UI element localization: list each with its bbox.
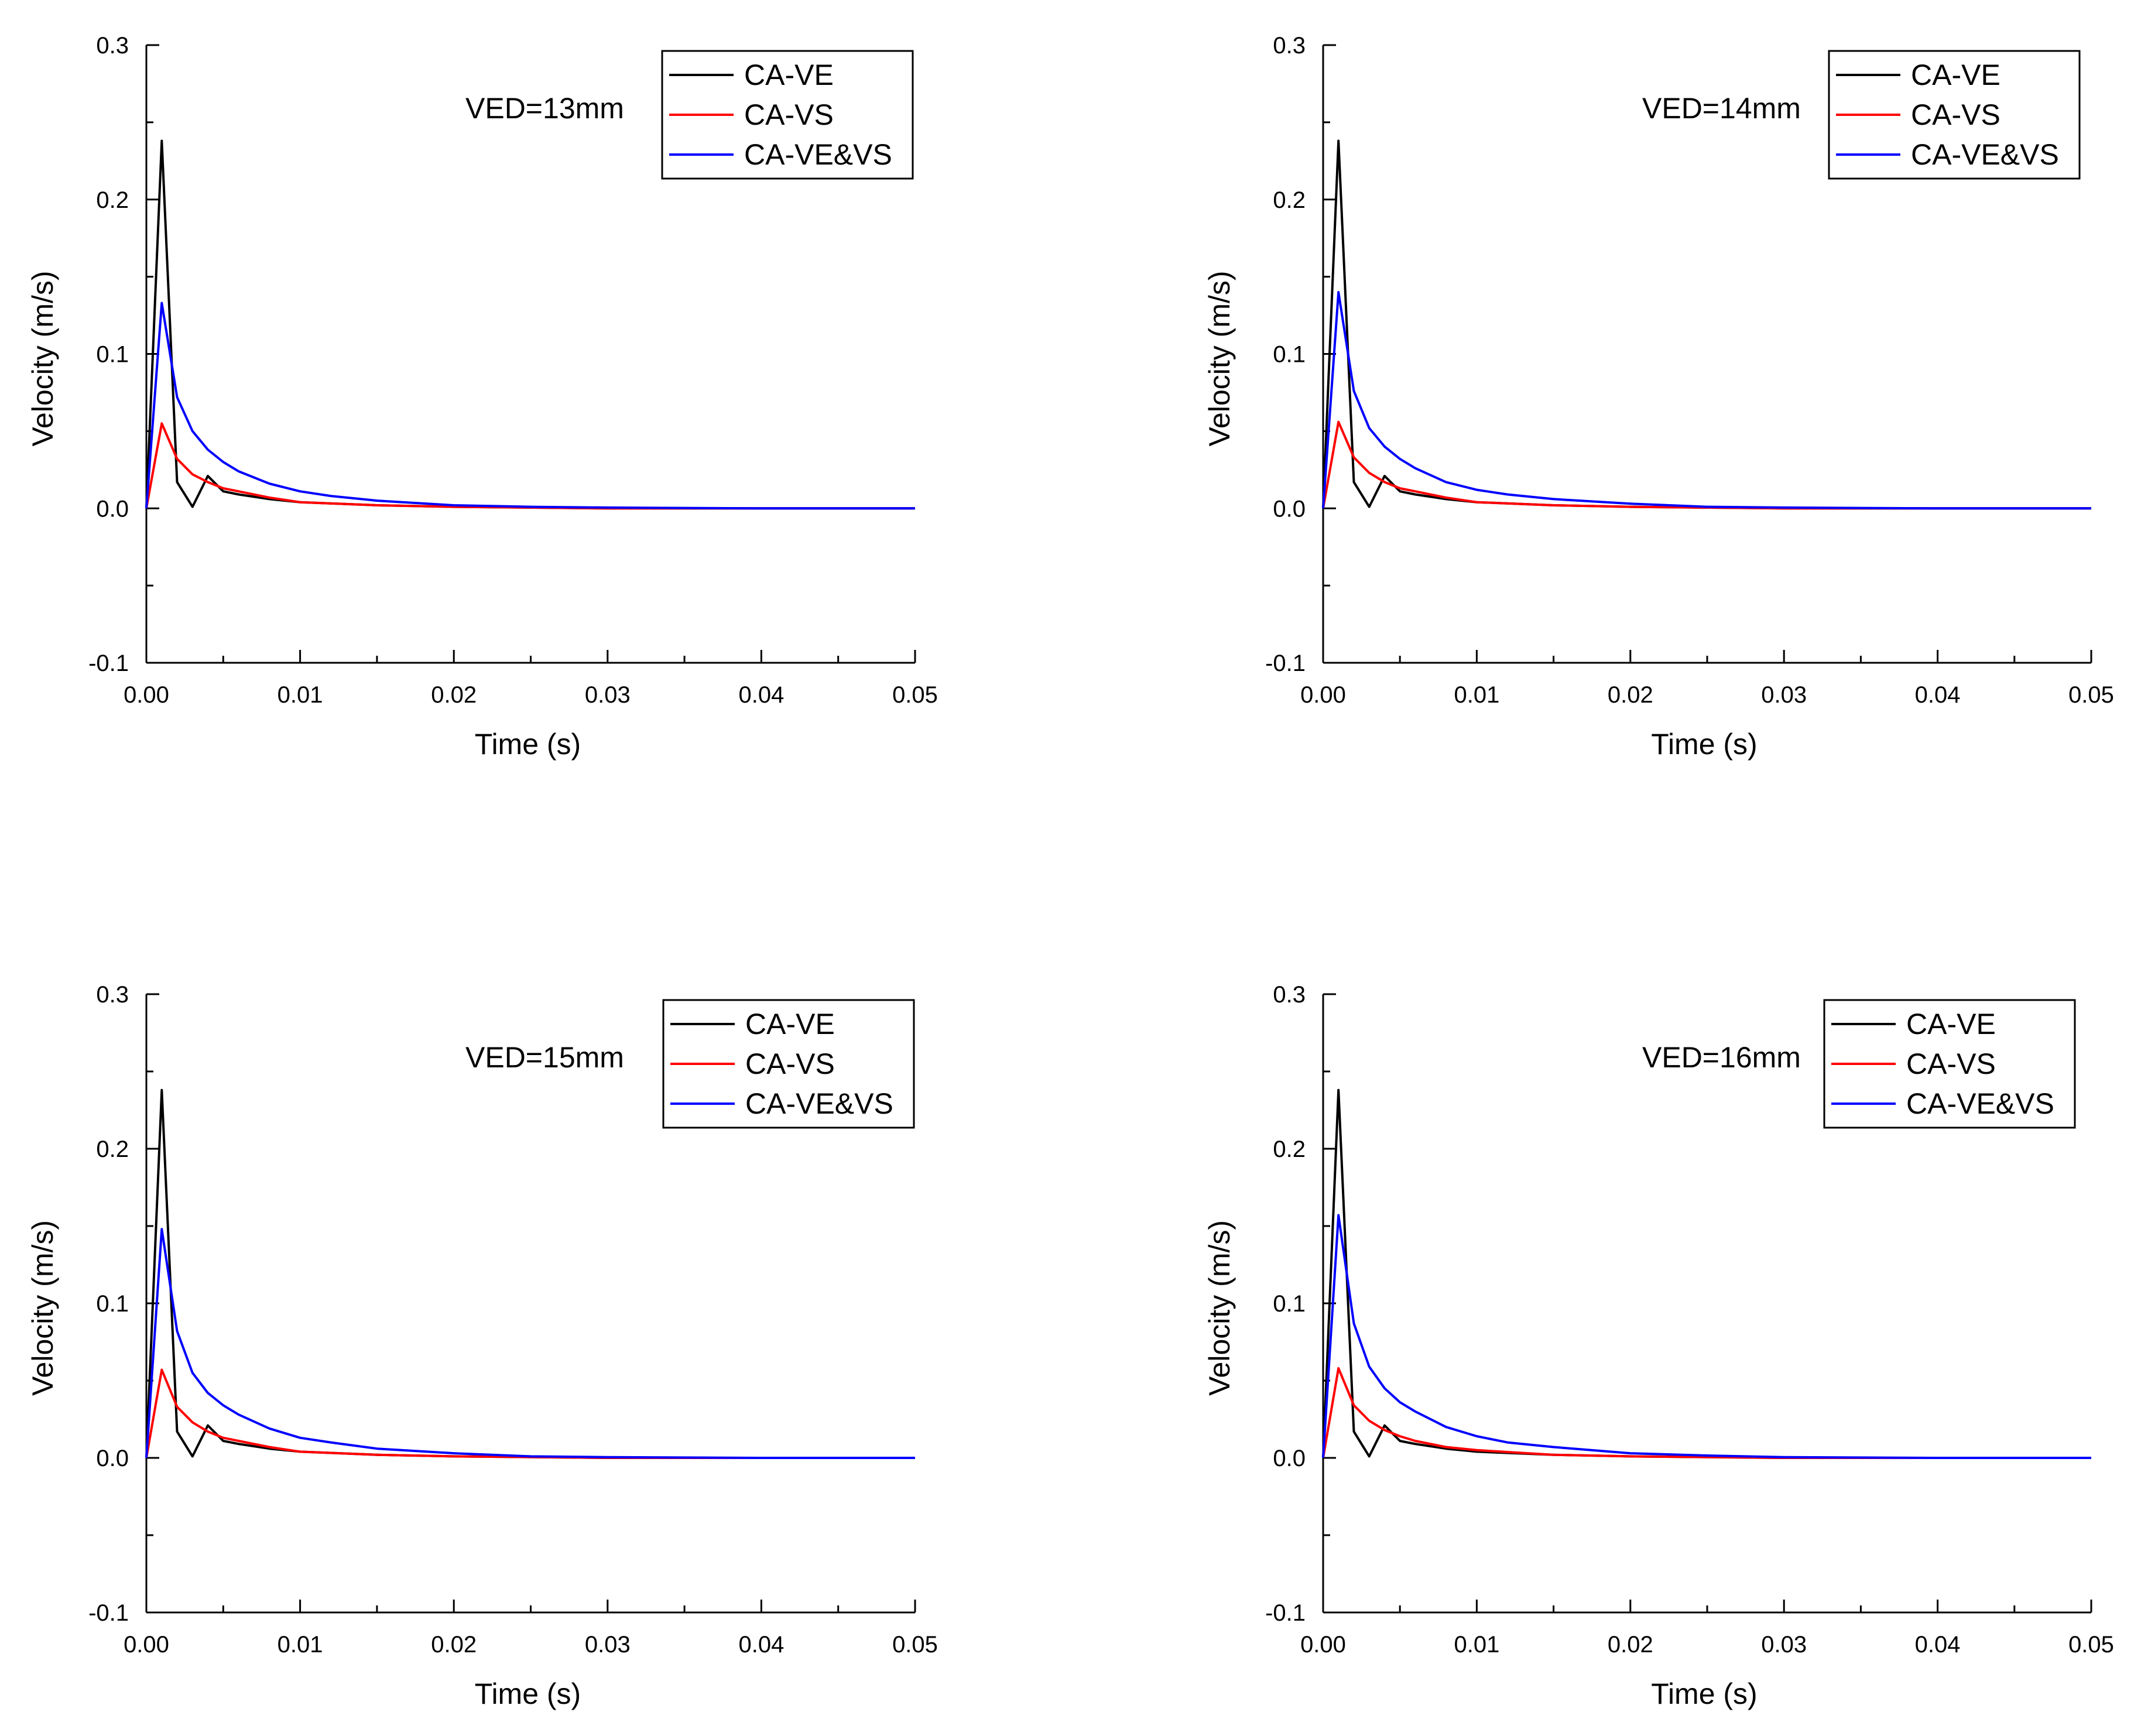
legend-label: CA-VE&VS <box>745 1087 893 1120</box>
legend-label: CA-VE <box>744 59 834 91</box>
x-tick-label: 0.02 <box>431 1632 477 1658</box>
ved-annotation: VED=16mm <box>1642 1041 1801 1074</box>
y-tick-label: 0.0 <box>96 496 129 522</box>
y-tick-label: 0.1 <box>1273 342 1306 368</box>
series-line-ca-vs <box>1322 420 2091 510</box>
legend: CA-VE CA-VS CA-VE&VS <box>662 999 915 1129</box>
chart-panel-4: 0.00 0.01 0.02 0.03 0.04 0.05 -0.1 0.0 0.1 0.2 0.3… <box>1203 982 2114 1710</box>
series-line-ca-ve <box>145 1088 915 1459</box>
x-tick-label: 0.05 <box>2068 1632 2114 1658</box>
legend: CA-VE CA-VS CA-VE&VS <box>661 50 914 180</box>
y-axis-title: Velocity (m/s) <box>1203 270 1236 446</box>
x-tick-label: 0.05 <box>2068 682 2114 708</box>
x-tick-label: 0.01 <box>278 682 323 708</box>
x-tick-label: 0.02 <box>1608 1632 1653 1658</box>
x-axis-title: Time (s) <box>475 1677 581 1710</box>
y-tick-label: 0.1 <box>96 342 129 368</box>
x-axis-title: Time (s) <box>475 728 581 761</box>
y-tick-label: 0.0 <box>96 1446 129 1471</box>
legend-label: CA-VE <box>1911 59 2000 91</box>
y-tick-label: 0.0 <box>1273 1446 1306 1471</box>
x-tick-label: 0.04 <box>1915 1632 1961 1658</box>
legend-label: CA-VS <box>745 1047 835 1080</box>
legend-label: CA-VE&VS <box>744 138 892 171</box>
y-tick-label: -0.1 <box>1265 650 1306 676</box>
series-line-ca-ve-vs <box>145 1228 915 1459</box>
y-tick-label: -0.1 <box>88 650 129 676</box>
ved-annotation: VED=15mm <box>465 1041 624 1074</box>
legend: CA-VE CA-VS CA-VE&VS <box>1828 50 2081 180</box>
series-line-ca-ve <box>1322 1088 2091 1459</box>
y-tick-label: -0.1 <box>1265 1600 1306 1626</box>
y-tick-label: 0.1 <box>1273 1291 1306 1317</box>
y-axis-title: Velocity (m/s) <box>26 270 59 446</box>
legend-label: CA-VE <box>1906 1008 1996 1040</box>
x-tick-label: 0.00 <box>1300 682 1346 708</box>
series-line-ca-ve-vs <box>1322 1214 2091 1459</box>
chart-panel-1: 0.00 0.01 0.02 0.03 0.04 0.05 -0.1 0.0 0.1 0.2 0.3… <box>26 33 938 761</box>
x-tick-label: 0.02 <box>1608 682 1653 708</box>
y-tick-label: 0.2 <box>96 1136 129 1162</box>
y-tick-label: 0.3 <box>96 33 129 59</box>
series-line-ca-vs <box>1322 1367 2091 1459</box>
x-tick-label: 0.00 <box>124 1632 169 1658</box>
series-line-ca-vs <box>145 1368 915 1459</box>
x-tick-label: 0.00 <box>124 682 169 708</box>
x-axis-title: Time (s) <box>1651 728 1757 761</box>
chart-panel-2: 0.00 0.01 0.02 0.03 0.04 0.05 -0.1 0.0 0.1 0.2 0.3… <box>1203 33 2114 761</box>
x-tick-label: 0.05 <box>892 682 938 708</box>
series-line-ca-ve <box>145 139 915 510</box>
y-tick-label: 0.3 <box>96 982 129 1008</box>
x-tick-label: 0.03 <box>1761 1632 1807 1658</box>
x-tick-label: 0.01 <box>1454 682 1499 708</box>
y-axis-title: Velocity (m/s) <box>26 1220 59 1396</box>
series-line-ca-ve <box>1322 139 2091 510</box>
x-tick-label: 0.03 <box>1761 682 1807 708</box>
x-tick-label: 0.02 <box>431 682 477 708</box>
y-tick-label: 0.2 <box>1273 187 1306 213</box>
y-tick-label: 0.2 <box>1273 1136 1306 1162</box>
y-tick-label: 0.1 <box>96 1291 129 1317</box>
x-axis-title: Time (s) <box>1651 1677 1757 1710</box>
y-tick-label: 0.3 <box>1273 982 1306 1008</box>
x-tick-label: 0.04 <box>738 682 784 708</box>
x-tick-label: 0.04 <box>1915 682 1961 708</box>
legend-label: CA-VS <box>1911 98 2000 131</box>
y-tick-label: 0.0 <box>1273 496 1306 522</box>
legend-label: CA-VE <box>745 1008 835 1040</box>
legend: CA-VE CA-VS CA-VE&VS <box>1823 999 2076 1129</box>
series-line-ca-ve-vs <box>1322 291 2091 510</box>
x-tick-label: 0.03 <box>585 682 631 708</box>
series-line-ca-vs <box>145 422 915 510</box>
x-tick-label: 0.00 <box>1300 1632 1346 1658</box>
y-tick-label: -0.1 <box>88 1600 129 1626</box>
ved-annotation: VED=14mm <box>1642 92 1801 125</box>
y-tick-label: 0.2 <box>96 187 129 213</box>
x-tick-label: 0.01 <box>1454 1632 1499 1658</box>
legend-label: CA-VE&VS <box>1911 138 2059 171</box>
x-tick-label: 0.01 <box>278 1632 323 1658</box>
x-tick-label: 0.03 <box>585 1632 631 1658</box>
y-axis-title: Velocity (m/s) <box>1203 1220 1236 1396</box>
legend-label: CA-VS <box>744 98 834 131</box>
legend-label: CA-VE&VS <box>1906 1087 2054 1120</box>
x-tick-label: 0.04 <box>738 1632 784 1658</box>
ved-annotation: VED=13mm <box>465 92 624 125</box>
series-line-ca-ve-vs <box>145 302 915 510</box>
chart-panel-3: 0.00 0.01 0.02 0.03 0.04 0.05 -0.1 0.0 0.1 0.2 0.3… <box>26 982 938 1710</box>
y-tick-label: 0.3 <box>1273 33 1306 59</box>
x-tick-label: 0.05 <box>892 1632 938 1658</box>
legend-label: CA-VS <box>1906 1047 1996 1080</box>
